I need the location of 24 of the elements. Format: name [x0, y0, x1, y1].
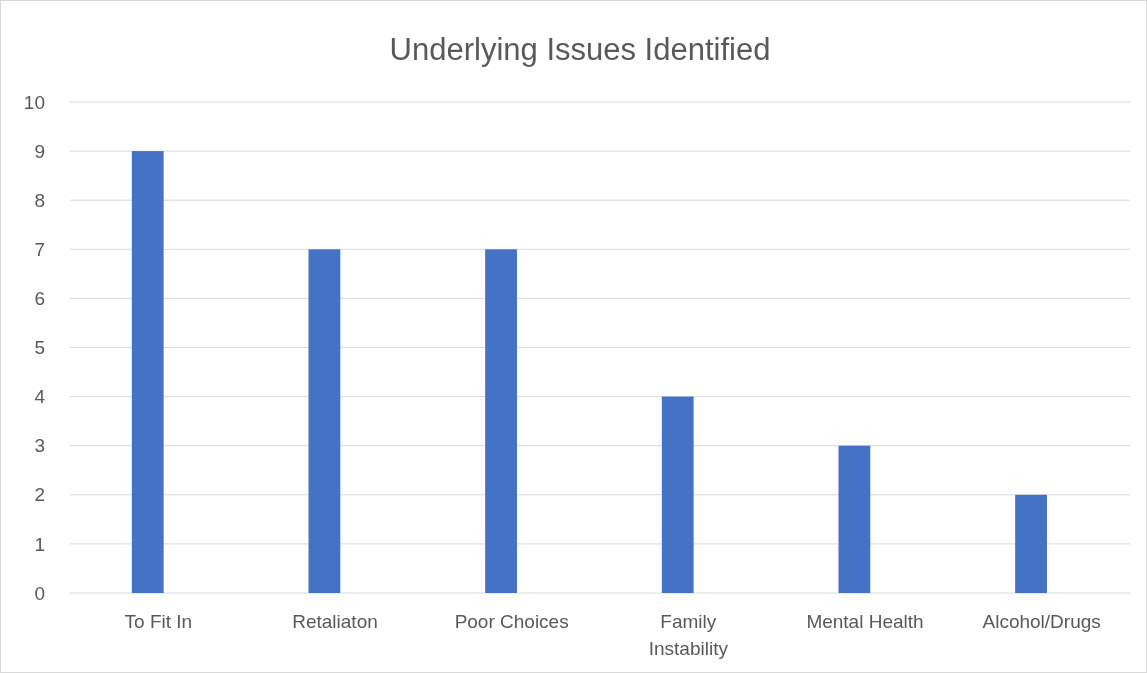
- y-tick-label: 0: [34, 582, 45, 604]
- bar: [838, 445, 871, 593]
- bar: [661, 396, 694, 593]
- y-tick-label: 3: [34, 435, 45, 457]
- y-tick-label: 5: [34, 337, 45, 359]
- x-tick-label: Family Instability: [648, 611, 729, 659]
- y-tick-label: 10: [23, 91, 45, 113]
- y-tick-label: 6: [34, 288, 45, 310]
- y-tick-label: 8: [34, 189, 45, 211]
- bar: [131, 151, 164, 593]
- y-tick-label: 9: [34, 140, 45, 162]
- chart-title: Underlying Issues Identified: [389, 32, 771, 67]
- x-tick-label: Retaliaton: [292, 611, 378, 632]
- x-tick-label: To Fit In: [124, 611, 193, 632]
- bar: [485, 249, 517, 593]
- bar: [1015, 494, 1047, 593]
- x-tick-label: Poor Choices: [454, 611, 569, 632]
- x-tick-label: Mental Health: [806, 611, 924, 632]
- bar: [308, 249, 341, 593]
- y-tick-label: 1: [34, 533, 45, 555]
- y-tick-label: 2: [34, 484, 45, 506]
- x-tick-label: Alcohol/Drugs: [982, 611, 1101, 632]
- y-tick-label: 7: [34, 238, 45, 260]
- y-tick-label: 4: [34, 386, 46, 408]
